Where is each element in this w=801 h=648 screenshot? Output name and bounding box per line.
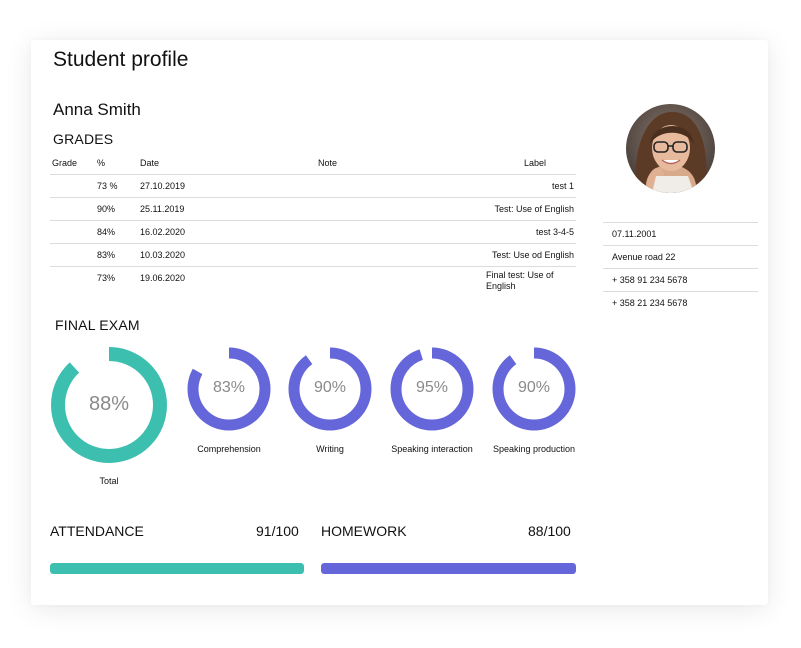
homework-label: HOMEWORK [321, 523, 407, 539]
homework-bar [321, 563, 576, 574]
cell-date: 19.06.2020 [140, 273, 186, 283]
donut-value: 90% [517, 379, 551, 396]
donut-caption: Speaking production [492, 444, 576, 454]
donut-chart-writing: 90% [287, 346, 373, 432]
table-row: 90% 25.11.2019 Test: Use of English [50, 198, 576, 221]
donut-chart-comprehension: 83% [186, 346, 272, 432]
address: Avenue road 22 [603, 245, 758, 268]
cell-label: test 1 [551, 181, 574, 191]
donut-value: 95% [415, 379, 449, 396]
donut-arc [390, 347, 474, 431]
column-header-grade: Grade [52, 158, 78, 168]
cell-percent: 73 % [97, 181, 118, 191]
table-row: 84% 16.02.2020 test 3-4-5 [50, 221, 576, 244]
cell-percent: 84% [97, 227, 116, 237]
donut-caption: Total [99, 476, 119, 486]
column-header-date: Date [140, 158, 160, 168]
cell-label: Final test: Use of English [486, 270, 554, 291]
student-profile-card: Student profile Anna Smith GRADES Grade … [31, 40, 768, 605]
cell-date: 16.02.2020 [140, 227, 186, 237]
cell-date: 25.11.2019 [140, 204, 185, 214]
cell-percent: 90% [97, 204, 116, 214]
donut-chart [288, 347, 372, 431]
grades-title: GRADES [53, 131, 114, 147]
birth-date: 07.11.2001 [603, 222, 758, 245]
donut-chart [390, 347, 474, 431]
attendance-value: 91/100 [256, 523, 299, 539]
donut-arc [492, 347, 576, 431]
cell-label: test 3-4-5 [535, 227, 574, 237]
attendance-bar-fill [50, 563, 304, 574]
cell-percent: 83% [97, 250, 116, 260]
donut-arc [288, 347, 372, 431]
column-header-percent: % [97, 158, 106, 168]
final-exam-title: FINAL EXAM [55, 317, 140, 333]
grades-table-header: Grade % Date Note Label [50, 154, 576, 175]
avatar [626, 104, 715, 193]
cell-date: 27.10.2019 [140, 181, 186, 191]
phone-number: + 358 21 234 5678 [603, 291, 758, 314]
donut-caption: Speaking interaction [391, 444, 473, 454]
donut-chart-speaking-production: 90% [491, 346, 577, 432]
column-header-label: Label [523, 158, 546, 168]
donut-chart [492, 347, 576, 431]
donut-value: 88% [88, 393, 130, 415]
donut-caption: Comprehension [197, 444, 261, 454]
phone-number: + 358 91 234 5678 [603, 268, 758, 291]
table-row: 73 % 27.10.2019 test 1 [50, 175, 576, 198]
donut-chart [187, 347, 271, 431]
column-header-note: Note [318, 158, 338, 168]
table-row: 83% 10.03.2020 Test: Use od English [50, 244, 576, 267]
donut-caption: Writing [316, 444, 344, 454]
student-name: Anna Smith [53, 100, 141, 119]
grades-table: Grade % Date Note Label 73 % 27.10.2019 … [50, 154, 576, 293]
attendance-bar [50, 563, 304, 574]
table-row: 73% 19.06.2020 Final test: Use of Englis… [50, 267, 576, 293]
homework-value: 88/100 [528, 523, 571, 539]
page-title: Student profile [53, 48, 189, 71]
student-photo-icon [626, 104, 715, 193]
donut-value: 90% [313, 379, 347, 396]
donut-value: 83% [212, 379, 246, 396]
homework-bar-fill [321, 563, 576, 574]
attendance-label: ATTENDANCE [50, 523, 144, 539]
donut-chart [51, 347, 167, 463]
cell-label: Test: Use of English [494, 204, 574, 214]
cell-label: Test: Use od English [491, 250, 574, 260]
donut-arc [187, 347, 271, 431]
donut-chart-total: 88% [50, 346, 168, 464]
cell-date: 10.03.2020 [140, 250, 186, 260]
donut-chart-speaking-interaction: 95% [389, 346, 475, 432]
contact-list: 07.11.2001 Avenue road 22 + 358 91 234 5… [603, 222, 758, 314]
cell-percent: 73% [97, 273, 116, 283]
donut-arc [51, 347, 167, 463]
